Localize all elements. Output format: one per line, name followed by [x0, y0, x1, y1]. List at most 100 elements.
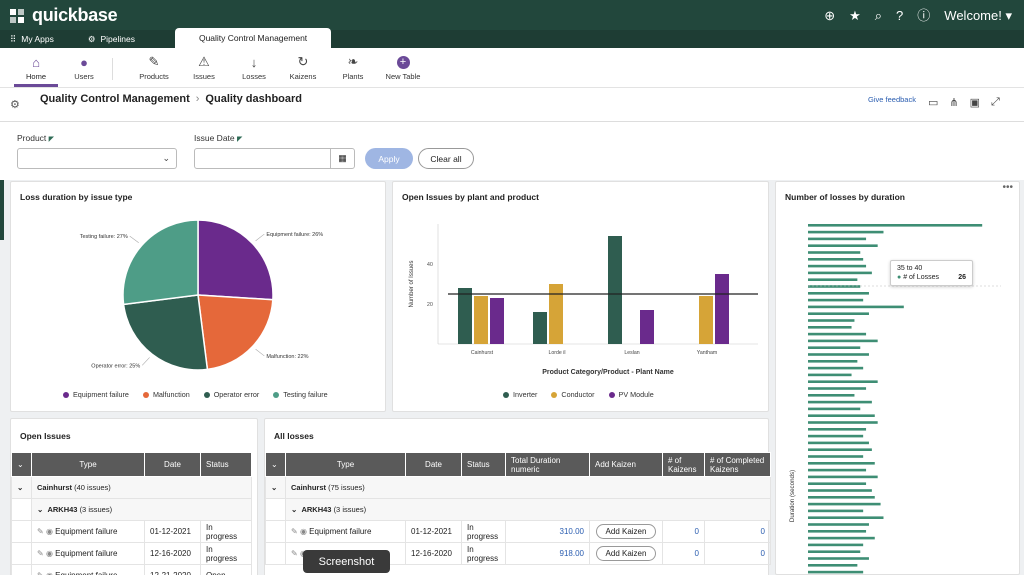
my-apps-link[interactable]: ⠿ My Apps	[0, 30, 64, 48]
status-cell: In progress	[200, 520, 252, 543]
edit-icon[interactable]: ✎	[37, 571, 44, 575]
table-row[interactable]: ✎ ◉ Equipment failure 12-21-2020 Open	[11, 564, 252, 575]
collapse-icon[interactable]: ⌄	[265, 476, 286, 499]
alert-icon[interactable]: ⓘ	[917, 7, 931, 23]
toolbar-kaizens[interactable]: ↻ Kaizens	[281, 52, 325, 81]
legend-testing-failure[interactable]: Testing failure	[273, 390, 328, 399]
expand-icon[interactable]: ⤢	[991, 96, 1000, 108]
quickbase-logo[interactable]: quickbase	[10, 5, 118, 26]
product-filter-label: Product ◤	[17, 133, 54, 143]
column-header[interactable]: # of Completed Kaizens	[704, 452, 771, 477]
toolbar-label: Products	[139, 72, 169, 81]
legend-operator-error[interactable]: Operator error	[203, 390, 259, 399]
clear-all-button[interactable]: Clear all	[418, 148, 474, 169]
apply-button[interactable]: Apply	[365, 148, 413, 169]
toolbar-users[interactable]: ● Users	[62, 52, 106, 82]
tab-quality-control-management[interactable]: Quality Control Management	[174, 28, 332, 48]
filter-flag-icon: ◤	[237, 136, 243, 143]
give-feedback-link[interactable]: Give feedback	[868, 95, 916, 104]
group-row[interactable]: ⌄ Cainhurst (40 issues)	[11, 476, 252, 499]
expand-all-toggle[interactable]: ⌄	[265, 452, 286, 477]
legend-conductor[interactable]: Conductor	[551, 390, 595, 399]
toolbar-home[interactable]: ⌂ Home	[14, 52, 58, 82]
group-row[interactable]: ⌄ Cainhurst (75 issues)	[265, 476, 771, 499]
top-bar: quickbase ⊕ ★ ⌕ ? ⓘ Welcome! ▾	[0, 0, 1024, 30]
column-header[interactable]: Total Duration numeric	[505, 452, 590, 477]
group-name: Cainhurst	[291, 483, 327, 492]
collapse-icon[interactable]: ⌄	[11, 476, 32, 499]
calendar-icon[interactable]: ▦	[330, 149, 354, 168]
loss-duration-panel: Loss duration by issue type Equipment fa…	[10, 181, 386, 412]
breadcrumb-app[interactable]: Quality Control Management	[40, 93, 190, 105]
bar-chart-title: Open Issues by plant and product	[402, 192, 539, 202]
lock-icon[interactable]: ▣	[969, 97, 981, 109]
table-header-row: ⌄ Type Date Status Total Duration numeri…	[265, 452, 771, 477]
column-header[interactable]: Type	[285, 452, 406, 477]
toolbar-losses[interactable]: ↓ Losses	[232, 52, 276, 82]
share-icon[interactable]: ⋔	[949, 97, 959, 109]
issue-date-input[interactable]: ▦	[194, 148, 355, 169]
toolbar-divider	[112, 58, 113, 80]
column-header[interactable]: Status	[200, 452, 252, 477]
table-row[interactable]: ✎ ◉ Equipment failure 01-12-2021 In prog…	[11, 520, 252, 543]
star-icon[interactable]: ★	[849, 7, 861, 23]
help-icon[interactable]: ?	[896, 7, 904, 23]
welcome-menu[interactable]: Welcome! ▾	[944, 7, 1012, 23]
add-kaizen-button[interactable]: Add Kaizen	[595, 546, 657, 561]
column-header[interactable]: Date	[144, 452, 201, 477]
plus-icon[interactable]: ⊕	[824, 7, 836, 23]
slice-callout: Operator error: 25%	[91, 363, 140, 369]
subgroup-row[interactable]: ⌄ ARKH43 (3 issues)	[11, 498, 252, 521]
bar	[699, 296, 713, 344]
bar	[808, 475, 878, 479]
more-options-icon[interactable]: •••	[1002, 182, 1013, 193]
table-row[interactable]: ✎ ◉ Equipment failure 01-12-2021 In prog…	[265, 520, 771, 543]
edit-icon[interactable]: ✎	[291, 527, 298, 536]
bar	[808, 312, 869, 315]
bar	[808, 237, 867, 241]
add-kaizen-button[interactable]: Add Kaizen	[595, 524, 657, 539]
view-icon[interactable]: ◉	[45, 549, 53, 558]
expand-all-toggle[interactable]: ⌄	[11, 452, 32, 477]
view-icon[interactable]: ◉	[299, 527, 307, 536]
legend-equipment-failure[interactable]: Equipment failure	[63, 390, 129, 399]
bar	[808, 230, 884, 234]
gear-icon[interactable]: ⚙	[10, 99, 20, 111]
legend-pv-module[interactable]: PV Module	[608, 390, 654, 399]
group-label: Cainhurst (75 issues)	[285, 476, 771, 499]
comment-icon[interactable]: ▭	[928, 97, 939, 109]
bar	[808, 543, 864, 547]
toolbar-products[interactable]: ✎ Products	[132, 52, 176, 81]
edit-icon[interactable]: ✎	[37, 549, 44, 558]
toolbar-label: Kaizens	[289, 72, 317, 81]
toolbar-plants[interactable]: ❧ Plants	[331, 52, 375, 81]
subgroup-label: ⌄ ARKH43 (3 issues)	[285, 498, 771, 521]
callout-line	[255, 348, 265, 357]
type-cell: ✎ ◉ Equipment failure	[285, 520, 406, 543]
edit-icon[interactable]: ✎	[291, 549, 298, 558]
column-header[interactable]: # of Kaizens	[662, 452, 705, 477]
search-icon[interactable]: ⌕	[874, 7, 883, 23]
x-axis-label: Product Category/Product - Plant Name	[542, 369, 674, 376]
toolbar-issues[interactable]: ⚠ Issues	[182, 52, 226, 81]
subgroup-row[interactable]: ⌄ ARKH43 (3 issues)	[265, 498, 771, 521]
edit-icon[interactable]: ✎	[37, 527, 44, 536]
view-icon[interactable]: ◉	[46, 571, 53, 575]
callout-line	[142, 357, 150, 366]
bar	[808, 448, 872, 451]
pipelines-link[interactable]: ⚙ Pipelines	[78, 30, 145, 48]
view-icon[interactable]: ◉	[45, 527, 53, 536]
bar	[533, 312, 547, 344]
product-select[interactable]: ⌄	[17, 148, 177, 169]
bar	[808, 305, 904, 309]
plants-icon: ❧	[347, 54, 359, 69]
legend-inverter[interactable]: Inverter	[503, 390, 537, 399]
column-header[interactable]: Status	[461, 452, 506, 477]
breadcrumb-separator: ›	[195, 93, 200, 105]
column-header[interactable]: Type	[31, 452, 145, 477]
column-header[interactable]: Date	[405, 452, 462, 477]
column-header[interactable]: Add Kaizen	[589, 452, 663, 477]
table-row[interactable]: ✎ ◉ Equipment failure 12-16-2020 In prog…	[11, 542, 252, 565]
legend-malfunction[interactable]: Malfunction	[142, 390, 190, 399]
toolbar-new-table[interactable]: + New Table	[381, 52, 425, 81]
